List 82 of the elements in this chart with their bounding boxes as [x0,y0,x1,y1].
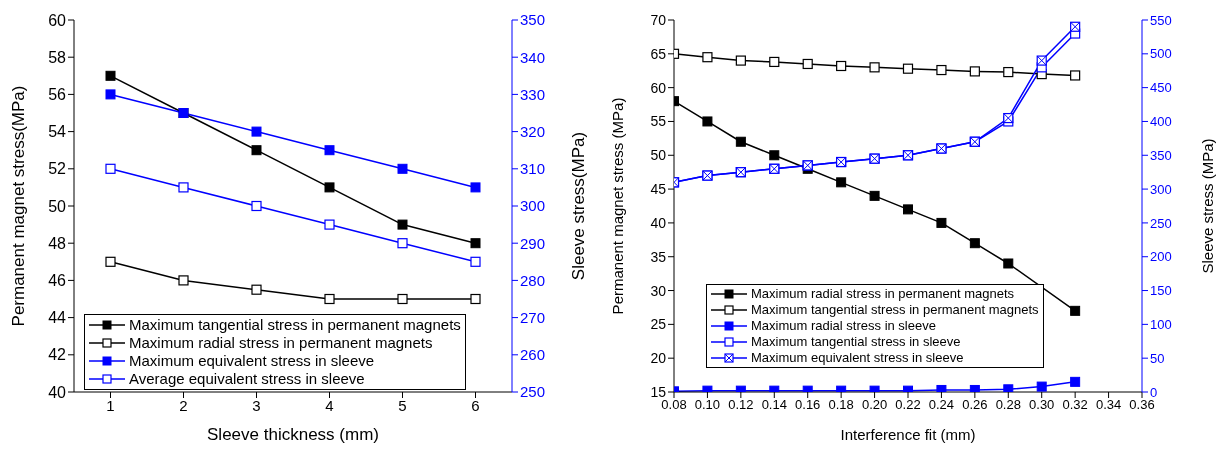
x-axis-title: Interference fit (mm) [840,426,976,443]
y-axis-title: Permanent magnet stress(MPa) [9,85,29,327]
x-tick-label: 0.24 [928,397,955,413]
y2-tick-label: 310 [520,160,546,178]
y2-tick-label: 340 [520,48,546,66]
y2-tick-label: 350 [520,11,546,29]
y-tick-label: 30 [650,282,667,299]
x-tick-label: 6 [471,396,480,414]
legend-label: Maximum equivalent stress in sleeve [751,350,964,366]
x-tick-label: 2 [179,396,188,414]
x-tick-label: 5 [398,396,407,414]
x-tick-label: 0.12 [728,397,754,413]
x-tick-label: 0.08 [661,397,687,413]
y-tick-label: 58 [48,48,67,66]
x-tick-label: 0.20 [861,397,888,413]
y2-tick-label: 0 [1150,384,1158,400]
y2-tick-label: 200 [1150,249,1172,265]
y2-tick-label: 300 [520,197,546,215]
y2-tick-label: 260 [520,346,546,364]
y-tick-label: 20 [650,350,667,367]
legend-label: Maximum tangential stress in permanent magnets [751,302,1039,318]
y2-tick-label: 400 [1150,114,1172,130]
legend-label: Maximum radial stress in sleeve [751,318,936,334]
y2-tick-label: 290 [520,234,546,252]
y-tick-label: 65 [650,45,667,62]
y-axis-title: Permanent magnet stress (MPa) [609,97,627,315]
y2-tick-label: 320 [520,122,546,140]
y-tick-label: 70 [650,11,667,28]
x-tick-label: 0.28 [995,397,1021,413]
legend-label: Maximum tangential stress in permanent magnets [129,316,461,334]
y-tick-label: 46 [48,272,67,290]
y-tick-label: 25 [650,316,667,333]
y-tick-label: 60 [48,11,67,29]
legend-label: Maximum equivalent stress in sleeve [129,352,375,370]
y2-tick-label: 280 [520,271,546,289]
x-tick-label: 0.16 [795,397,821,413]
y2-tick-label: 250 [520,383,546,401]
x-tick-label: 0.14 [761,397,787,413]
legend-label: Maximum tangential stress in sleeve [751,334,961,350]
y-tick-label: 35 [650,248,667,265]
y-tick-label: 55 [650,113,667,130]
legend-label: Maximum radial stress in permanent magnets [751,286,1014,302]
y2-tick-label: 100 [1150,316,1172,332]
y2-tick-label: 450 [1150,80,1172,96]
legend-label: Maximum radial stress in permanent magnets [129,334,433,352]
x-tick-label: 0.18 [828,397,854,413]
y-tick-label: 40 [48,383,67,401]
y-tick-label: 15 [650,383,667,400]
y2-tick-label: 300 [1150,181,1172,197]
y2-tick-label: 270 [520,308,546,326]
legend-label: Average equivalent stress in sleeve [129,370,365,388]
y2-tick-label: 150 [1150,283,1172,299]
y-tick-label: 60 [650,79,667,96]
y2-tick-label: 500 [1150,46,1172,62]
y2-tick-label: 250 [1150,215,1172,231]
y-tick-label: 40 [650,214,667,231]
y2-tick-label: 330 [520,85,546,103]
x-axis-title: Sleeve thickness (mm) [207,425,379,444]
y-tick-label: 56 [48,86,67,104]
y-tick-label: 50 [650,147,667,164]
y2-axis-title: Sleeve stress(MPa) [569,131,589,281]
x-tick-label: 0.34 [1095,397,1122,413]
y2-tick-label: 350 [1150,147,1172,163]
y2-tick-label: 550 [1150,12,1172,28]
x-tick-label: 0.36 [1129,397,1155,413]
x-tick-label: 0.30 [1029,397,1055,413]
x-tick-label: 1 [106,396,115,414]
x-tick-label: 0.26 [962,397,988,413]
y-tick-label: 54 [48,123,67,141]
y2-axis-title: Sleeve stress (MPa) [1199,138,1217,274]
x-tick-label: 0.32 [1062,397,1088,413]
y-tick-label: 45 [650,181,667,198]
y-tick-label: 42 [48,346,67,364]
x-tick-label: 4 [325,396,334,414]
y2-tick-label: 50 [1150,350,1165,366]
y-tick-label: 48 [48,234,67,252]
y-tick-label: 52 [48,160,67,178]
x-tick-label: 3 [252,396,261,414]
x-tick-label: 0.22 [895,397,921,413]
x-tick-label: 0.10 [694,397,721,413]
y-tick-label: 44 [48,309,67,327]
y-tick-label: 50 [48,197,67,215]
